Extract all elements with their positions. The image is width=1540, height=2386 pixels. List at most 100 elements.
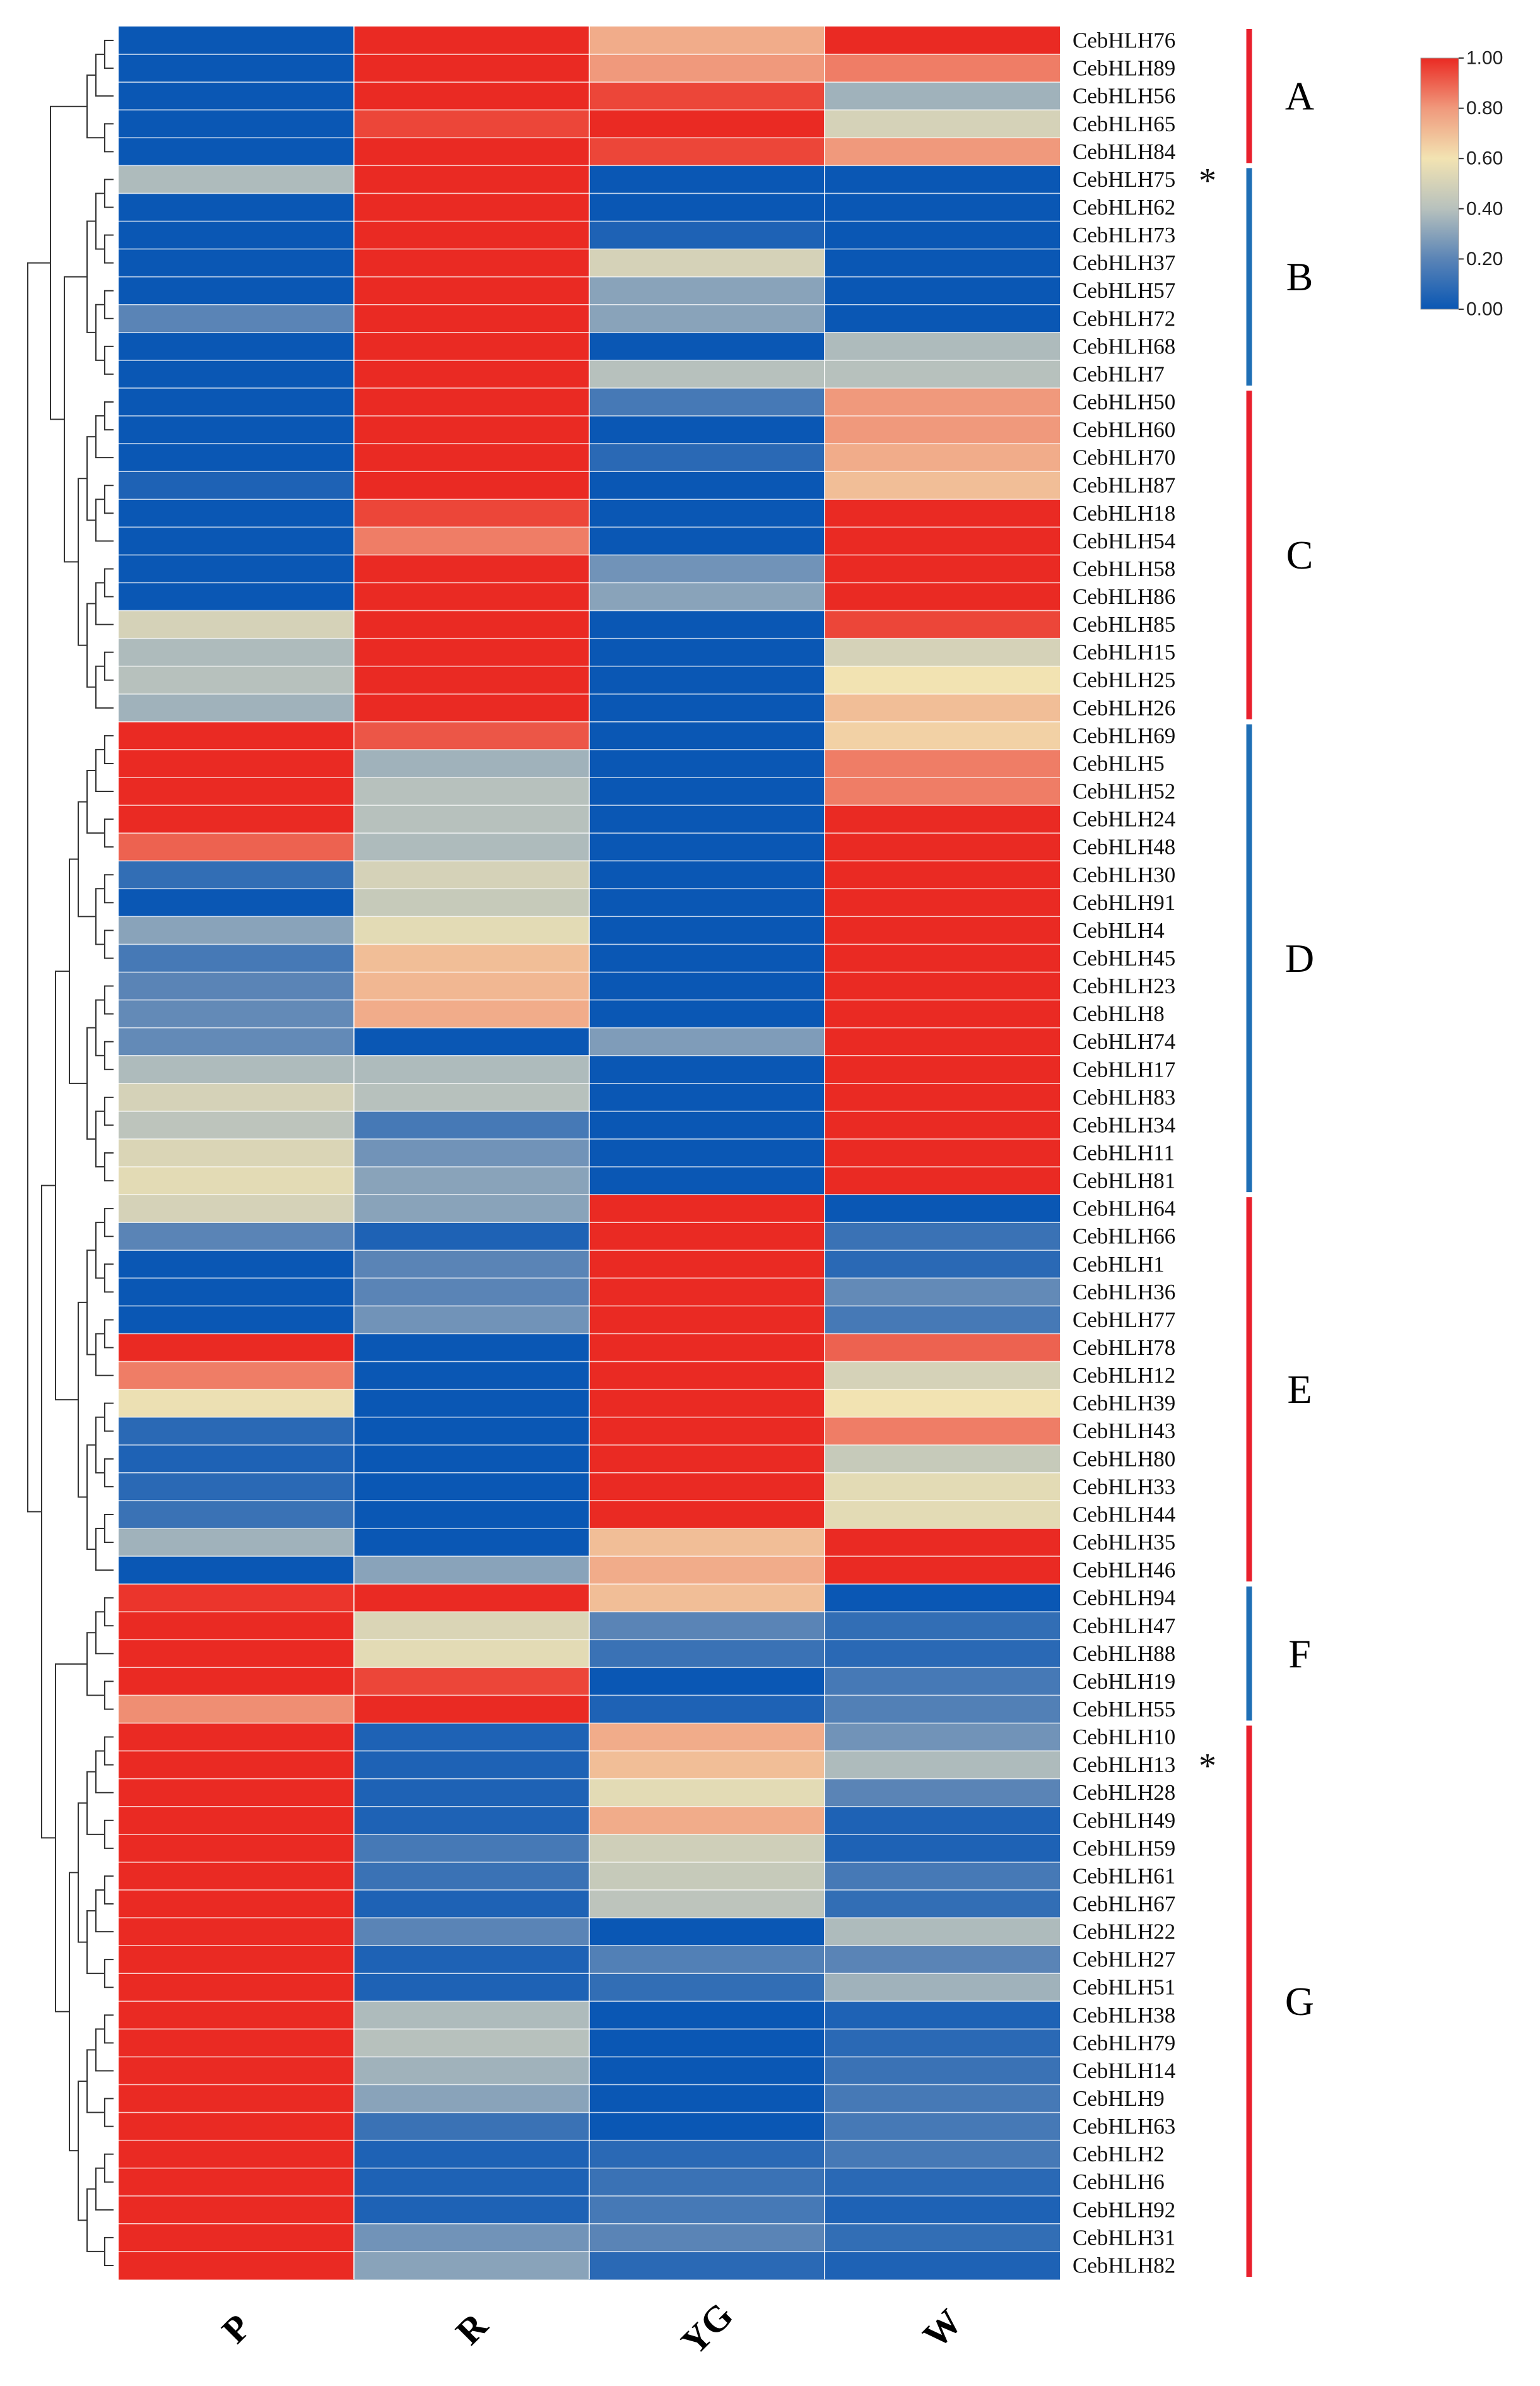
heatmap-cell-CebHLH57-R [354,276,589,305]
heatmap-cell-CebHLH66-R [354,1222,589,1251]
heatmap-cell-CebHLH74-W [825,1027,1060,1056]
heatmap-cell-CebHLH50-R [354,387,589,416]
row-label-CebHLH24: CebHLH24 [1073,807,1175,832]
heatmap-cell-CebHLH28-R [354,1778,589,1807]
heatmap-cell-CebHLH56-YG [589,82,825,110]
heatmap-cell-CebHLH43-P [119,1417,354,1446]
colorbar-tick-label-0.80: 0.80 [1466,98,1503,119]
heatmap-cell-CebHLH76-YG [589,27,825,55]
row-label-CebHLH38: CebHLH38 [1073,2003,1175,2028]
heatmap-cell-CebHLH79-R [354,2029,589,2057]
heatmap-cell-CebHLH17-W [825,1055,1060,1084]
heatmap-cell-CebHLH66-YG [589,1222,825,1251]
heatmap-cell-CebHLH51-YG [589,1973,825,2002]
heatmap-cell-CebHLH26-YG [589,694,825,723]
heatmap-cell-CebHLH62-P [119,193,354,222]
heatmap-cell-CebHLH23-R [354,972,589,1001]
row-label-CebHLH8: CebHLH8 [1073,1001,1165,1026]
heatmap-cell-CebHLH54-W [825,527,1060,555]
heatmap-cell-CebHLH8-P [119,1000,354,1029]
heatmap-cell-CebHLH22-R [354,1918,589,1946]
row-mark-CebHLH75: * [1199,161,1216,200]
row-label-CebHLH80: CebHLH80 [1073,1446,1175,1471]
heatmap-cell-CebHLH24-P [119,805,354,834]
heatmap-cell-CebHLH70-YG [589,444,825,472]
heatmap-cell-CebHLH68-P [119,332,354,361]
heatmap-cell-CebHLH59-W [825,1834,1060,1863]
heatmap-cell-CebHLH81-W [825,1167,1060,1195]
row-label-CebHLH69: CebHLH69 [1073,723,1175,748]
heatmap-cell-CebHLH9-R [354,2084,589,2113]
heatmap-cell-CebHLH22-P [119,1918,354,1946]
row-label-CebHLH26: CebHLH26 [1073,695,1175,720]
heatmap-cell-CebHLH6-W [825,2168,1060,2197]
heatmap-cell-CebHLH62-YG [589,193,825,222]
heatmap-cell-CebHLH6-P [119,2168,354,2197]
heatmap-cell-CebHLH64-P [119,1195,354,1223]
row-label-CebHLH81: CebHLH81 [1073,1169,1175,1193]
heatmap-cell-CebHLH70-P [119,444,354,472]
heatmap-cell-CebHLH43-R [354,1417,589,1446]
row-label-CebHLH75: CebHLH75 [1073,167,1175,192]
heatmap-cell-CebHLH68-W [825,332,1060,361]
heatmap-cell-CebHLH14-P [119,2057,354,2085]
heatmap-cell-CebHLH64-R [354,1195,589,1223]
heatmap-cell-CebHLH88-W [825,1639,1060,1668]
heatmap-cell-CebHLH15-R [354,638,589,667]
row-label-CebHLH36: CebHLH36 [1073,1280,1175,1304]
heatmap-cell-CebHLH34-P [119,1111,354,1140]
heatmap-cell-CebHLH37-YG [589,249,825,278]
heatmap-cell-CebHLH46-W [825,1556,1060,1585]
heatmap-cell-CebHLH77-W [825,1306,1060,1334]
heatmap-cell-CebHLH70-R [354,444,589,472]
heatmap-cell-CebHLH1-R [354,1250,589,1279]
heatmap-cell-CebHLH15-YG [589,638,825,667]
heatmap-cell-CebHLH91-R [354,889,589,917]
heatmap-cell-CebHLH74-P [119,1027,354,1056]
row-label-CebHLH13: CebHLH13 [1073,1752,1175,1777]
row-label-CebHLH60: CebHLH60 [1073,418,1175,442]
heatmap-cell-CebHLH78-P [119,1333,354,1362]
heatmap-cell-CebHLH1-W [825,1250,1060,1279]
heatmap-cell-CebHLH7-P [119,360,354,389]
heatmap-cell-CebHLH5-R [354,749,589,778]
row-label-CebHLH64: CebHLH64 [1073,1196,1175,1221]
heatmap-cell-CebHLH91-YG [589,889,825,917]
heatmap-cell-CebHLH48-P [119,833,354,861]
heatmap-cell-CebHLH17-YG [589,1055,825,1084]
heatmap-cell-CebHLH78-YG [589,1333,825,1362]
heatmap-cell-CebHLH75-P [119,165,354,194]
heatmap-cell-CebHLH18-R [354,499,589,528]
row-label-CebHLH15: CebHLH15 [1073,640,1175,664]
row-label-CebHLH74: CebHLH74 [1073,1029,1175,1054]
row-label-CebHLH79: CebHLH79 [1073,2031,1175,2055]
heatmap-cell-CebHLH47-YG [589,1612,825,1640]
heatmap-cell-CebHLH44-P [119,1500,354,1529]
heatmap-cell-CebHLH63-YG [589,2112,825,2141]
heatmap-cell-CebHLH26-P [119,694,354,723]
heatmap-cell-CebHLH7-YG [589,360,825,389]
heatmap-cell-CebHLH2-R [354,2140,589,2169]
heatmap-cell-CebHLH45-YG [589,944,825,973]
heatmap-cell-CebHLH12-YG [589,1361,825,1390]
heatmap-cell-CebHLH81-P [119,1167,354,1195]
heatmap-cell-CebHLH63-R [354,2112,589,2141]
heatmap-cell-CebHLH50-YG [589,387,825,416]
heatmap-cell-CebHLH94-R [354,1584,589,1612]
heatmap-cell-CebHLH86-P [119,582,354,611]
heatmap-cell-CebHLH36-W [825,1278,1060,1306]
heatmap-cell-CebHLH85-W [825,610,1060,639]
heatmap-cell-CebHLH31-P [119,2223,354,2252]
heatmap-cell-CebHLH76-W [825,27,1060,55]
heatmap-cell-CebHLH34-YG [589,1111,825,1140]
heatmap-cell-CebHLH25-P [119,666,354,695]
heatmap-cell-CebHLH52-W [825,777,1060,806]
heatmap-cell-CebHLH77-P [119,1306,354,1334]
heatmap-cell-CebHLH89-W [825,54,1060,83]
heatmap-cell-CebHLH31-R [354,2223,589,2252]
heatmap-cell-CebHLH19-R [354,1667,589,1696]
row-label-CebHLH25: CebHLH25 [1073,668,1175,692]
row-mark-CebHLH13: * [1199,1747,1216,1786]
heatmap-cell-CebHLH83-W [825,1083,1060,1112]
